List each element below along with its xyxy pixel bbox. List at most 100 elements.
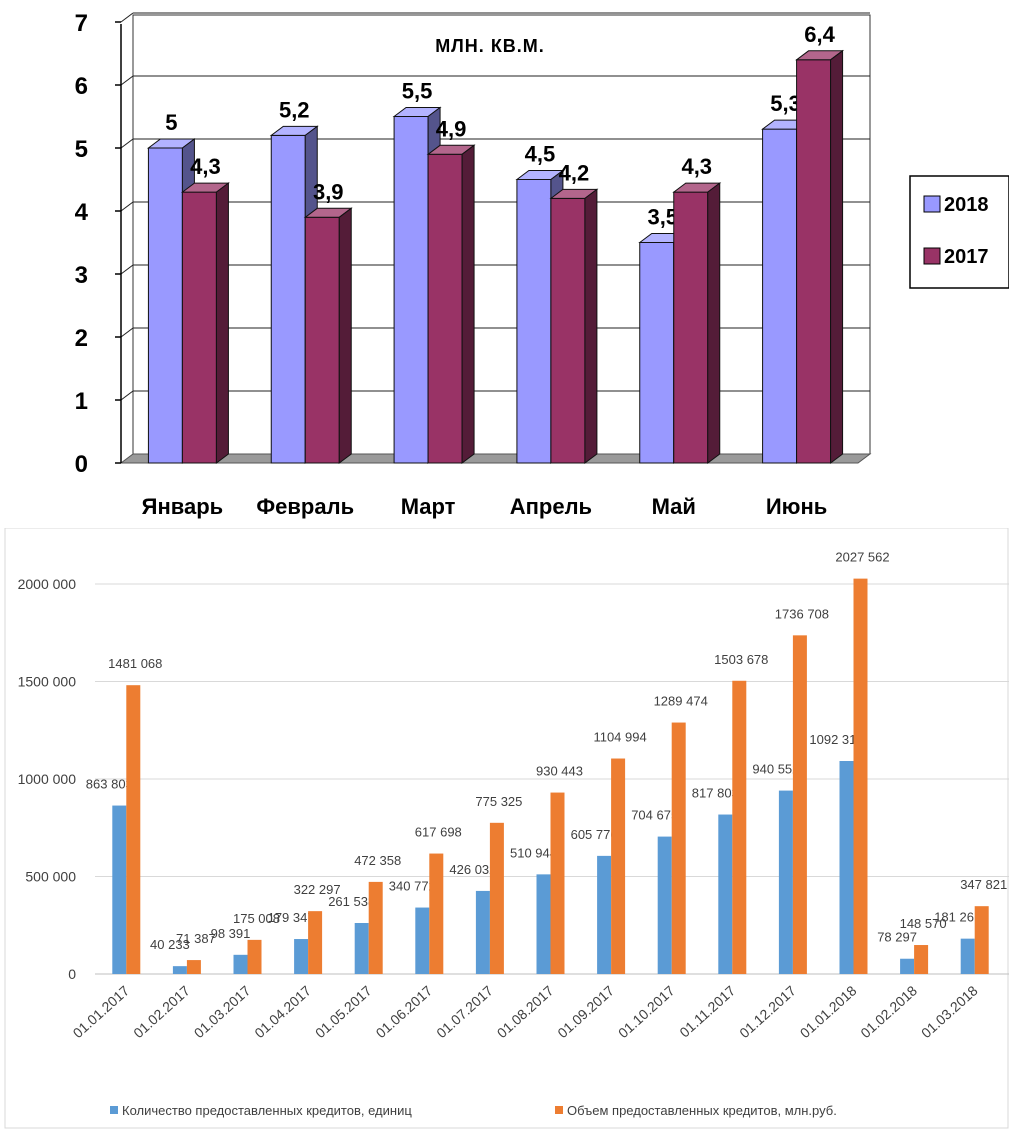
data-label: 5,5 xyxy=(402,79,433,104)
bar-volume-01.04.2017 xyxy=(308,911,323,974)
data-label: 148 570 xyxy=(900,916,947,931)
bar-2017-Май xyxy=(672,182,722,464)
bar-count-01.02.2018 xyxy=(900,958,915,974)
data-label: 340 772 xyxy=(389,879,436,894)
bar-volume-01.03.2017 xyxy=(247,939,262,974)
y-tick-label: 500 000 xyxy=(25,869,76,885)
bar-volume-01.09.2017 xyxy=(611,758,626,974)
bar-count-01.07.2017 xyxy=(475,890,490,974)
bar-volume-01.07.2017 xyxy=(489,822,504,974)
data-label: 930 443 xyxy=(536,764,583,779)
y-tick-label: 7 xyxy=(75,10,88,37)
bar-count-01.06.2017 xyxy=(415,907,430,974)
x-tick-label: 01.08.2017 xyxy=(494,982,557,1041)
gridline-side xyxy=(120,390,134,401)
data-label: 775 325 xyxy=(475,794,522,809)
legend-label: Объем предоставленных кредитов, млн.руб. xyxy=(567,1103,837,1118)
x-tick-label: 01.07.2017 xyxy=(433,982,496,1041)
x-tick-label: 01.02.2017 xyxy=(130,982,193,1041)
x-tick-label: 01.06.2017 xyxy=(373,982,436,1041)
data-label: 261 538 xyxy=(328,894,375,909)
gridline-side xyxy=(120,138,134,149)
data-label: 322 297 xyxy=(294,882,341,897)
data-label: 5 xyxy=(165,110,177,135)
x-tick-label: 01.01.2018 xyxy=(797,982,860,1041)
bar-count-01.01.2018 xyxy=(839,760,854,974)
y-tick-label: 6 xyxy=(75,73,88,100)
x-tick-label: Май xyxy=(652,494,696,519)
x-tick-label: Апрель xyxy=(510,494,592,519)
bar-front xyxy=(393,116,429,464)
y-tick-label: 5 xyxy=(75,136,88,163)
chart-border xyxy=(4,528,1009,1129)
bar-front xyxy=(427,153,463,464)
bar-2017-Январь xyxy=(180,182,230,464)
legend-swatch xyxy=(923,195,941,213)
x-tick-label: Февраль xyxy=(256,494,354,519)
bar-side xyxy=(707,182,721,464)
legend-box xyxy=(909,175,1009,289)
gridline-side xyxy=(120,12,134,23)
bar-volume-01.11.2017 xyxy=(732,680,747,974)
x-tick-label: 01.10.2017 xyxy=(615,982,678,1041)
data-label: 1736 708 xyxy=(775,606,829,621)
legend-swatch xyxy=(555,1106,563,1114)
bar-front xyxy=(181,191,217,464)
data-label: 4,2 xyxy=(559,160,590,185)
bar-front xyxy=(147,147,183,464)
x-tick-label: 01.09.2017 xyxy=(554,982,617,1041)
data-label: 78 297 xyxy=(877,930,917,945)
bar-volume-01.02.2018 xyxy=(914,945,929,974)
bar-count-01.03.2018 xyxy=(960,938,975,974)
data-label: 510 944 xyxy=(510,845,557,860)
bar-front xyxy=(673,191,709,464)
x-tick-label: Июнь xyxy=(766,494,827,519)
data-label: 347 821 xyxy=(960,877,1007,892)
bar-front xyxy=(304,216,340,464)
data-label: 426 032 xyxy=(449,862,496,877)
bar-count-01.05.2017 xyxy=(354,923,369,974)
bar-count-01.09.2017 xyxy=(597,855,612,974)
gridline-side xyxy=(120,327,134,338)
legend-swatch xyxy=(110,1106,118,1114)
data-label: 3,5 xyxy=(647,205,678,230)
bar-2017-Март xyxy=(426,144,476,464)
data-label: 1289 474 xyxy=(654,694,708,709)
x-tick-label: Март xyxy=(401,494,456,519)
y-tick-label: 2 xyxy=(75,325,88,352)
bar-2017-Апрель xyxy=(549,188,599,464)
bar-side xyxy=(584,188,598,464)
x-tick-label: 01.03.2018 xyxy=(918,982,981,1041)
data-label: 617 698 xyxy=(415,825,462,840)
bar-side xyxy=(215,182,229,464)
x-tick-label: 01.11.2017 xyxy=(676,982,738,1040)
chart-title: МЛН. КВ.М. xyxy=(435,36,545,56)
data-label: 6,4 xyxy=(804,22,835,47)
data-label: 472 358 xyxy=(354,853,401,868)
bar-front xyxy=(270,134,306,464)
bar-2017-Февраль xyxy=(303,207,353,464)
bar-volume-01.01.2018 xyxy=(853,578,868,974)
bar-volume-01.05.2017 xyxy=(368,881,383,974)
bar-count-01.03.2017 xyxy=(233,954,248,974)
data-label: 71 387 xyxy=(176,931,216,946)
bar-volume-01.12.2017 xyxy=(792,635,807,974)
bar-side xyxy=(461,144,475,464)
y-tick-label: 3 xyxy=(75,262,88,289)
x-tick-label: 01.03.2017 xyxy=(191,982,254,1041)
bar-front xyxy=(639,242,675,464)
y-tick-label: 1000 000 xyxy=(18,771,77,787)
data-label: 704 675 xyxy=(631,808,678,823)
bar-volume-01.08.2017 xyxy=(550,792,565,974)
x-tick-label: 01.01.2017 xyxy=(70,982,133,1041)
gridline-side xyxy=(120,264,134,275)
bar-volume-01.01.2017 xyxy=(126,685,141,974)
data-label: 3,9 xyxy=(313,179,344,204)
data-label: 940 552 xyxy=(752,762,799,777)
chart-sales-area: 0 1 2 3 4 5 6 7 МЛН. КВ.М. 5 4,3 Январь 5,2 3,9 Феврал… xyxy=(75,10,1009,519)
y-tick-label: 4 xyxy=(75,199,89,226)
bar-front xyxy=(796,59,832,464)
data-label: 5,2 xyxy=(279,97,310,122)
bar-front xyxy=(762,128,798,464)
y-tick-label: 0 xyxy=(75,451,88,478)
